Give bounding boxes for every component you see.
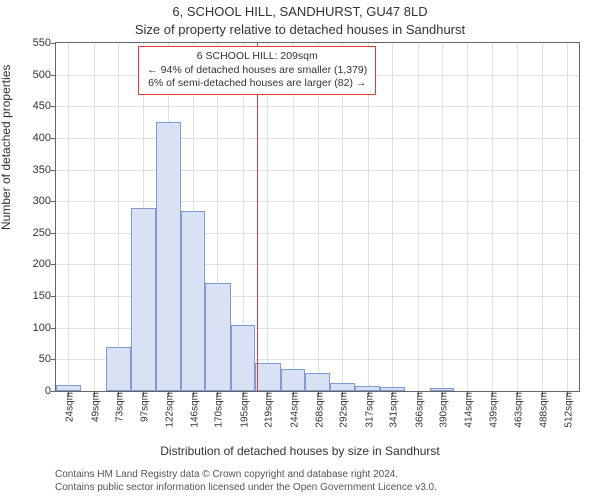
plot-area: 05010015020025030035040045050055024sqm49… bbox=[55, 42, 580, 392]
x-axis-label: Distribution of detached houses by size … bbox=[0, 444, 600, 458]
x-tick-label: 366sqm bbox=[410, 392, 425, 428]
annotation-box: 6 SCHOOL HILL: 209sqm← 94% of detached h… bbox=[138, 46, 376, 95]
y-tick-label: 250 bbox=[33, 227, 55, 239]
y-tick-label: 550 bbox=[33, 37, 55, 49]
y-tick-label: 50 bbox=[39, 353, 55, 365]
annotation-line-1: 6 SCHOOL HILL: 209sqm bbox=[147, 50, 367, 64]
x-tick-label: 122sqm bbox=[161, 392, 176, 428]
x-tick-label: 244sqm bbox=[285, 392, 300, 428]
chart-container: 6, SCHOOL HILL, SANDHURST, GU47 8LD Size… bbox=[0, 0, 600, 500]
y-tick-label: 350 bbox=[33, 164, 55, 176]
x-tick-label: 268sqm bbox=[310, 392, 325, 428]
x-tick-label: 219sqm bbox=[260, 392, 275, 428]
y-tick-label: 200 bbox=[33, 258, 55, 270]
y-tick-label: 150 bbox=[33, 290, 55, 302]
x-tick-label: 390sqm bbox=[435, 392, 450, 428]
y-tick-label: 450 bbox=[33, 100, 55, 112]
x-tick-label: 49sqm bbox=[86, 392, 101, 422]
x-tick-label: 292sqm bbox=[335, 392, 350, 428]
x-tick-label: 317sqm bbox=[360, 392, 375, 428]
x-tick-label: 341sqm bbox=[385, 392, 400, 428]
y-axis-label: Number of detached properties bbox=[0, 65, 13, 230]
x-tick-label: 512sqm bbox=[559, 392, 574, 428]
y-tick-label: 100 bbox=[33, 322, 55, 334]
x-tick-label: 414sqm bbox=[459, 392, 474, 428]
x-tick-label: 170sqm bbox=[210, 392, 225, 428]
reference-line bbox=[257, 43, 258, 391]
credits-line-1: Contains HM Land Registry data © Crown c… bbox=[55, 468, 437, 481]
annotation-line-3: 6% of semi-detached houses are larger (8… bbox=[147, 77, 367, 91]
x-tick-label: 463sqm bbox=[509, 392, 524, 428]
x-tick-label: 97sqm bbox=[135, 392, 150, 422]
x-tick-label: 195sqm bbox=[235, 392, 250, 428]
x-tick-label: 439sqm bbox=[485, 392, 500, 428]
credits: Contains HM Land Registry data © Crown c… bbox=[55, 468, 437, 494]
y-tick-label: 500 bbox=[33, 69, 55, 81]
credits-line-2: Contains public sector information licen… bbox=[55, 481, 437, 494]
x-tick-label: 488sqm bbox=[535, 392, 550, 428]
x-tick-label: 24sqm bbox=[61, 392, 76, 422]
annotation-line-2: ← 94% of detached houses are smaller (1,… bbox=[147, 64, 367, 78]
y-tick-label: 400 bbox=[33, 132, 55, 144]
x-tick-label: 73sqm bbox=[111, 392, 126, 422]
x-tick-label: 146sqm bbox=[185, 392, 200, 428]
chart-subtitle: Size of property relative to detached ho… bbox=[0, 22, 600, 37]
y-tick-label: 300 bbox=[33, 195, 55, 207]
chart-title: 6, SCHOOL HILL, SANDHURST, GU47 8LD bbox=[0, 4, 600, 19]
y-tick-label: 0 bbox=[45, 385, 55, 397]
